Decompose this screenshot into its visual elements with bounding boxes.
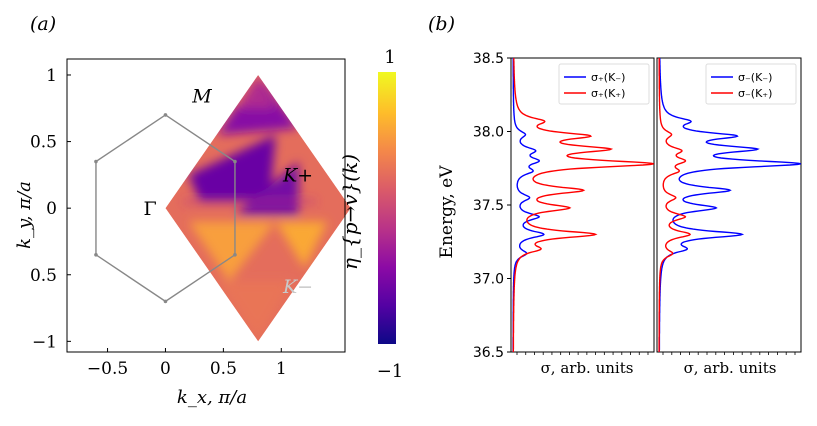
panel-a-ticks: −0.5 0 0.5 1 1 0.5 0 0.5 −1 [30, 66, 287, 379]
region-top-tip [237, 74, 276, 109]
hexagon-vertex [163, 299, 168, 304]
hexagon-vertex [94, 159, 98, 164]
x-tick-label: 1 [276, 359, 287, 379]
point-label: K+ [282, 165, 313, 187]
legend-entry: σ₊(K₋) [591, 71, 625, 84]
panel-b: (b) Energy, eV 38.5 38.0 37.5 37.0 36.5 σ₊(K… [428, 13, 802, 377]
region-lower-triangle [188, 221, 276, 282]
x-tick-label: −0.5 [87, 359, 128, 379]
colorbar-gradient [378, 72, 396, 344]
heatmap-rhombus [165, 74, 351, 342]
panel-b-axes: 38.5 38.0 37.5 37.0 36.5 [473, 51, 802, 361]
spectrum-curve [512, 58, 545, 352]
legend-box [705, 63, 797, 105]
subplot-frame [510, 57, 655, 353]
y-tick-label: 0.5 [30, 266, 57, 286]
legend-entry: σ₋(K₊) [738, 87, 772, 100]
y-tick-label: −1 [32, 332, 57, 352]
energy-tick-label: 37.0 [473, 272, 504, 288]
panel-b-label: (b) [428, 13, 455, 35]
hexagon-vertex [233, 159, 237, 164]
hexagon-vertex [233, 252, 237, 257]
axes-frame [66, 58, 346, 353]
x-axis-label: k_x, π/a [177, 387, 247, 408]
colorbar [378, 72, 396, 344]
colorbar-label: η_{p→v}(k) [338, 154, 362, 270]
legend-entry: σ₋(K₋) [738, 71, 772, 84]
hexagon-vertex [94, 252, 98, 257]
symmetry-points: Γ M K+ K− [143, 85, 313, 298]
region-bottom-tip [217, 281, 293, 342]
legend-entry: σ₊(K₊) [591, 87, 625, 100]
energy-axis-label: Energy, eV [437, 165, 457, 259]
energy-tick-label: 36.5 [473, 345, 504, 361]
hexagon-vertex [163, 113, 168, 117]
panel-a: (a) −0.5 0 0.5 110.500.5−1 ΓMK+K− k_x, π/a … [14, 13, 403, 408]
y-tick-label: 1 [46, 66, 57, 86]
region-lower-right [275, 221, 328, 269]
heatmap-clip-group [165, 74, 351, 342]
energy-tick-label: 37.5 [473, 198, 504, 214]
panel-a-axes-frame [66, 58, 346, 353]
colorbar-max-label: 1 [384, 47, 395, 68]
spectra-curves [512, 58, 801, 352]
subplot-2-xlabel: σ, arb. units [684, 359, 777, 377]
legend-box [558, 63, 650, 105]
spectrum-curve [512, 58, 654, 352]
y-tick-label: 0 [46, 199, 57, 219]
colorbar-min-label: −1 [377, 361, 404, 382]
point-label: K− [282, 276, 313, 298]
x-tick-label: 0 [160, 359, 171, 379]
subplot-1-xlabel: σ, arb. units [541, 359, 634, 377]
point-label: Γ [143, 198, 156, 220]
y-axis-label: k_y, π/a [14, 181, 35, 249]
spectrum-curve [658, 58, 692, 352]
y-tick-label: 0.5 [30, 133, 57, 153]
heatmap-blobs [182, 74, 328, 342]
panel-b-legends: σ₊(K₋) σ₊(K₊) σ₋(K₋) σ₋(K₊) [558, 63, 797, 105]
x-tick-label: 0.5 [210, 359, 237, 379]
region-upper-triangle [188, 134, 276, 202]
panel-a-label: (a) [30, 13, 56, 35]
subplot-frame [656, 57, 802, 353]
point-label: M [191, 85, 212, 107]
brillouin-zone-hexagon [94, 113, 237, 304]
energy-tick-label: 38.5 [473, 51, 504, 67]
energy-tick-label: 38.0 [473, 125, 504, 141]
